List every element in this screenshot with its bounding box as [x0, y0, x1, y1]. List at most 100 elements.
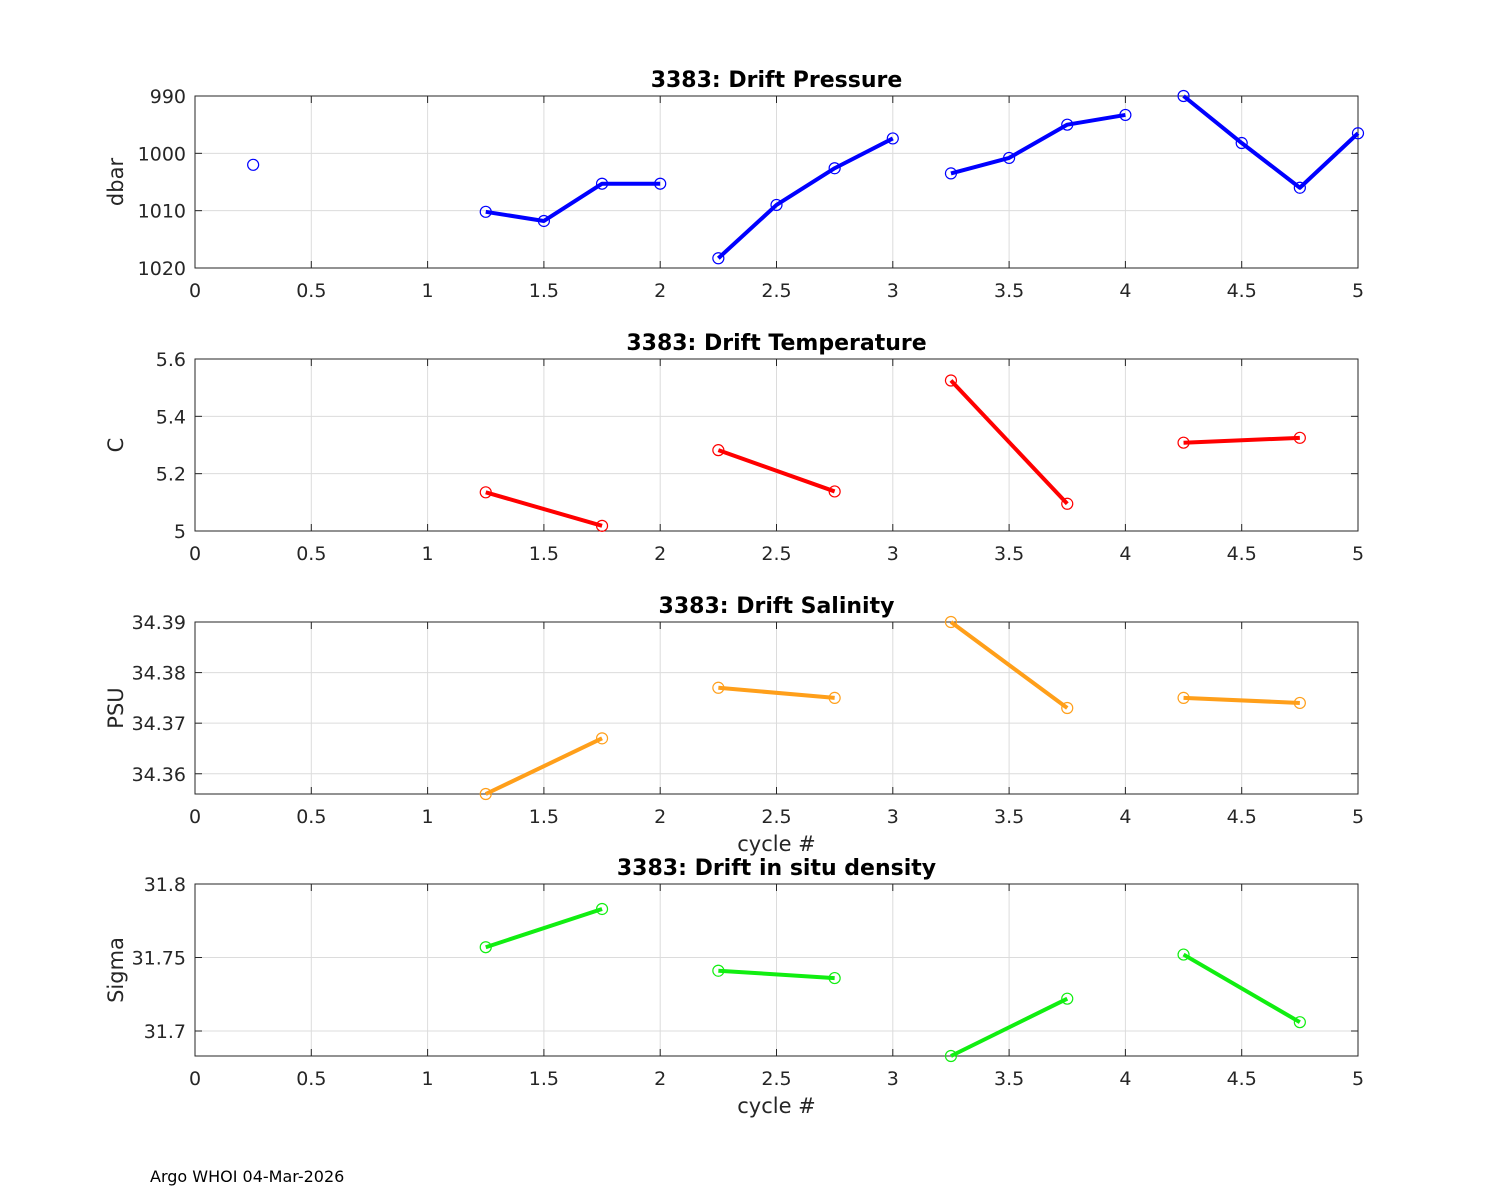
x-tick-label: 2 [654, 543, 666, 565]
data-point [944, 167, 958, 180]
y-tick-label: 5.4 [156, 406, 186, 428]
x-tick-label: 5 [1352, 280, 1364, 302]
x-tick-label: 2 [654, 280, 666, 302]
y-tick-label: 31.75 [132, 948, 186, 970]
y-tick-label: 1000 [138, 143, 186, 165]
data-point [654, 177, 667, 190]
data-point [944, 1049, 958, 1063]
data-point [1177, 436, 1190, 449]
data-point [479, 486, 492, 499]
x-tick-label: 3 [887, 543, 899, 565]
chart-salinity: 0 0.5 1 1.5 2 2.5 3 3.5 4 4.5 5 34.36 34.37 34.38 34.3… [104, 594, 1364, 856]
x-tick-label: 4.5 [1227, 1068, 1257, 1090]
data-point [479, 941, 492, 954]
data-point [1293, 181, 1306, 194]
x-tick-label: 2 [654, 806, 666, 828]
x-tick-label: 5 [1352, 543, 1364, 565]
data-point [1235, 136, 1248, 150]
series-line [1183, 695, 1300, 705]
x-tick-label: 0.5 [296, 280, 326, 302]
data-point [595, 732, 609, 745]
data-point [712, 444, 725, 457]
x-tick-label: 5 [1352, 1068, 1364, 1090]
series-line [717, 448, 836, 494]
x-tick-label: 1 [422, 1068, 434, 1090]
data-point [712, 681, 725, 694]
x-tick-label: 4 [1119, 543, 1131, 565]
series-line [1182, 94, 1360, 190]
series-line [949, 379, 1069, 506]
x-tick-label: 1.5 [529, 806, 559, 828]
data-point [1177, 948, 1190, 961]
data-point [479, 787, 492, 801]
x-tick-label: 3.5 [994, 1068, 1024, 1090]
x-tick-label: 3.5 [994, 806, 1024, 828]
data-point [1061, 992, 1074, 1005]
series-line [1183, 435, 1300, 445]
series-line [950, 996, 1069, 1058]
series-line [485, 181, 661, 223]
series-line [718, 968, 835, 981]
y-tick-label: 34.37 [132, 713, 186, 735]
chart-title: 3383: Drift Salinity [659, 594, 895, 619]
y-axis-label: Sigma [104, 937, 128, 1003]
chart-temperature: 0 0.5 1 1.5 2 2.5 3 3.5 4 4.5 5 5 5.2 5.4 5.6 3383: Dri… [104, 331, 1364, 565]
series-line [716, 136, 894, 260]
data-point [1351, 127, 1365, 140]
data-point [1293, 1016, 1306, 1029]
x-tick-label: 4.5 [1227, 543, 1257, 565]
x-tick-label: 3 [887, 1068, 899, 1090]
y-tick-label: 990 [150, 86, 186, 108]
x-axis-label: cycle # [737, 1094, 816, 1118]
x-tick-label: 1 [422, 806, 434, 828]
x-tick-label: 0 [189, 1068, 201, 1090]
y-tick-label: 5.2 [156, 464, 186, 486]
data-point [537, 214, 551, 228]
x-tick-label: 1.5 [529, 280, 559, 302]
x-tick-label: 2 [654, 1068, 666, 1090]
chart-density: 0 0.5 1 1.5 2 2.5 3 3.5 4 4.5 5 31.7 31.75 31.8 3383: … [104, 856, 1364, 1118]
x-tick-label: 4 [1119, 806, 1131, 828]
x-tick-label: 0 [189, 806, 201, 828]
chart-title: 3383: Drift Pressure [651, 68, 903, 93]
x-tick-label: 3.5 [994, 543, 1024, 565]
x-tick-label: 2.5 [761, 543, 791, 565]
y-tick-label: 34.36 [132, 764, 186, 786]
series-line [950, 112, 1126, 176]
chart-title: 3383: Drift in situ density [617, 856, 936, 881]
data-point [1061, 701, 1074, 715]
y-tick-label: 5.6 [156, 349, 186, 371]
data-point [828, 162, 841, 175]
y-axis-label: dbar [104, 158, 128, 207]
data-point [1119, 108, 1132, 122]
x-tick-label: 1.5 [529, 543, 559, 565]
y-tick-label: 34.39 [132, 612, 186, 634]
data-point [1061, 497, 1074, 510]
x-tick-label: 0 [189, 280, 201, 302]
x-tick-label: 3.5 [994, 280, 1024, 302]
y-tick-label: 1010 [138, 201, 186, 223]
series-line [718, 685, 835, 700]
x-axis-label: cycle # [737, 832, 816, 856]
x-tick-label: 4 [1119, 280, 1131, 302]
x-tick-label: 3 [887, 280, 899, 302]
y-axis-label: PSU [104, 687, 128, 728]
chart-title: 3383: Drift Temperature [626, 331, 926, 356]
series-line [485, 490, 603, 528]
data-point [247, 158, 260, 171]
data-point [1293, 431, 1306, 444]
x-tick-label: 1.5 [529, 1068, 559, 1090]
y-tick-label: 34.38 [132, 663, 186, 685]
data-point [944, 374, 958, 387]
x-tick-label: 4.5 [1227, 280, 1257, 302]
x-tick-label: 2.5 [761, 280, 791, 302]
data-point [828, 971, 841, 985]
data-point [770, 198, 783, 212]
x-tick-label: 0 [189, 543, 201, 565]
x-tick-label: 0.5 [296, 543, 326, 565]
data-point [944, 615, 958, 629]
series-line [484, 736, 603, 796]
x-tick-label: 1 [422, 543, 434, 565]
data-point [886, 132, 899, 145]
